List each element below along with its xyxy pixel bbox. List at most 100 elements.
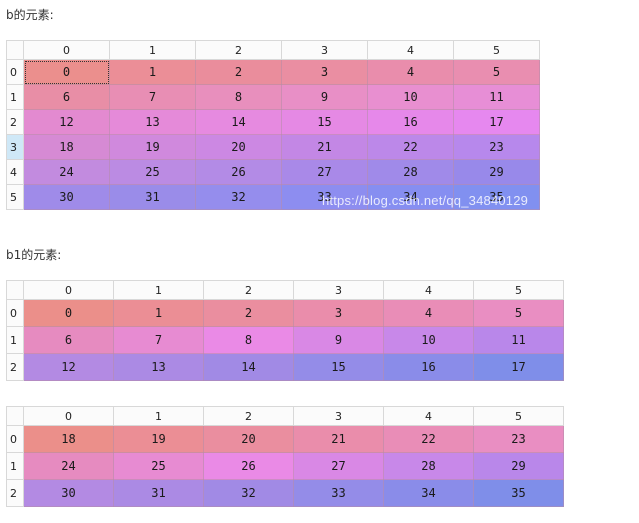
table-cell[interactable]: 29 [473, 452, 564, 480]
table-cell[interactable]: 14 [203, 353, 294, 381]
column-header-5[interactable]: 5 [473, 280, 564, 300]
table-cell[interactable]: 32 [203, 479, 294, 507]
table-cell[interactable]: 18 [23, 134, 110, 160]
table-cell[interactable]: 1 [109, 59, 196, 85]
table-cell[interactable]: 6 [23, 326, 114, 354]
table-cell[interactable]: 12 [23, 109, 110, 135]
table-cell[interactable]: 34 [383, 479, 474, 507]
row-header-3[interactable]: 3 [6, 134, 24, 160]
row-header-1[interactable]: 1 [6, 452, 24, 480]
column-header-0[interactable]: 0 [23, 406, 114, 426]
table-cell[interactable]: 6 [23, 84, 110, 110]
table-cell[interactable]: 31 [113, 479, 204, 507]
table-cell[interactable]: 27 [281, 159, 368, 185]
column-header-2[interactable]: 2 [195, 40, 282, 60]
table-cell[interactable]: 8 [203, 326, 294, 354]
table-cell[interactable]: 0 [23, 59, 110, 85]
row-header-1[interactable]: 1 [6, 326, 24, 354]
table-cell[interactable]: 28 [383, 452, 474, 480]
column-header-3[interactable]: 3 [281, 40, 368, 60]
table-cell[interactable]: 3 [293, 299, 384, 327]
table-cell[interactable]: 0 [23, 299, 114, 327]
column-header-4[interactable]: 4 [383, 280, 474, 300]
table-cell[interactable]: 34 [367, 184, 454, 210]
table-cell[interactable]: 32 [195, 184, 282, 210]
table-cell[interactable]: 11 [453, 84, 540, 110]
table-cell[interactable]: 33 [281, 184, 368, 210]
table-cell[interactable]: 5 [453, 59, 540, 85]
table-cell[interactable]: 24 [23, 159, 110, 185]
table-cell[interactable]: 12 [23, 353, 114, 381]
table-cell[interactable]: 2 [195, 59, 282, 85]
table-cell[interactable]: 29 [453, 159, 540, 185]
table-cell[interactable]: 22 [383, 425, 474, 453]
table-cell[interactable]: 21 [281, 134, 368, 160]
row-header-2[interactable]: 2 [6, 353, 24, 381]
row-header-5[interactable]: 5 [6, 184, 24, 210]
column-header-0[interactable]: 0 [23, 40, 110, 60]
row-header-2[interactable]: 2 [6, 479, 24, 507]
table-cell[interactable]: 1 [113, 299, 204, 327]
table-cell[interactable]: 30 [23, 479, 114, 507]
table-cell[interactable]: 16 [367, 109, 454, 135]
table-cell[interactable]: 25 [109, 159, 196, 185]
table-cell[interactable]: 17 [473, 353, 564, 381]
column-header-3[interactable]: 3 [293, 280, 384, 300]
table-cell[interactable]: 26 [195, 159, 282, 185]
table-cell[interactable]: 28 [367, 159, 454, 185]
table-cell[interactable]: 31 [109, 184, 196, 210]
table-cell[interactable]: 7 [109, 84, 196, 110]
table-cell[interactable]: 3 [281, 59, 368, 85]
table-cell[interactable]: 13 [113, 353, 204, 381]
row-header-1[interactable]: 1 [6, 84, 24, 110]
table-cell[interactable]: 10 [383, 326, 474, 354]
column-header-1[interactable]: 1 [109, 40, 196, 60]
table-cell[interactable]: 21 [293, 425, 384, 453]
table-cell[interactable]: 4 [383, 299, 474, 327]
table-cell[interactable]: 11 [473, 326, 564, 354]
table-cell[interactable]: 20 [195, 134, 282, 160]
column-header-4[interactable]: 4 [383, 406, 474, 426]
table-cell[interactable]: 19 [113, 425, 204, 453]
table-cell[interactable]: 22 [367, 134, 454, 160]
column-header-2[interactable]: 2 [203, 280, 294, 300]
column-header-4[interactable]: 4 [367, 40, 454, 60]
column-header-5[interactable]: 5 [453, 40, 540, 60]
table-cell[interactable]: 9 [281, 84, 368, 110]
column-header-2[interactable]: 2 [203, 406, 294, 426]
table-cell[interactable]: 33 [293, 479, 384, 507]
table-cell[interactable]: 4 [367, 59, 454, 85]
table-cell[interactable]: 20 [203, 425, 294, 453]
table-cell[interactable]: 26 [203, 452, 294, 480]
table-cell[interactable]: 18 [23, 425, 114, 453]
row-header-0[interactable]: 0 [6, 299, 24, 327]
table-cell[interactable]: 14 [195, 109, 282, 135]
table-cell[interactable]: 23 [453, 134, 540, 160]
row-header-0[interactable]: 0 [6, 59, 24, 85]
table-cell[interactable]: 17 [453, 109, 540, 135]
row-header-4[interactable]: 4 [6, 159, 24, 185]
table-cell[interactable]: 15 [281, 109, 368, 135]
table-cell[interactable]: 5 [473, 299, 564, 327]
table-cell[interactable]: 13 [109, 109, 196, 135]
table-cell[interactable]: 35 [453, 184, 540, 210]
table-cell[interactable]: 7 [113, 326, 204, 354]
row-header-0[interactable]: 0 [6, 425, 24, 453]
table-cell[interactable]: 23 [473, 425, 564, 453]
table-cell[interactable]: 25 [113, 452, 204, 480]
table-cell[interactable]: 35 [473, 479, 564, 507]
table-cell[interactable]: 30 [23, 184, 110, 210]
row-header-2[interactable]: 2 [6, 109, 24, 135]
table-cell[interactable]: 24 [23, 452, 114, 480]
column-header-1[interactable]: 1 [113, 406, 204, 426]
column-header-3[interactable]: 3 [293, 406, 384, 426]
table-cell[interactable]: 19 [109, 134, 196, 160]
table-cell[interactable]: 9 [293, 326, 384, 354]
column-header-1[interactable]: 1 [113, 280, 204, 300]
table-cell[interactable]: 15 [293, 353, 384, 381]
table-cell[interactable]: 10 [367, 84, 454, 110]
table-cell[interactable]: 8 [195, 84, 282, 110]
table-cell[interactable]: 16 [383, 353, 474, 381]
table-cell[interactable]: 2 [203, 299, 294, 327]
table-cell[interactable]: 27 [293, 452, 384, 480]
